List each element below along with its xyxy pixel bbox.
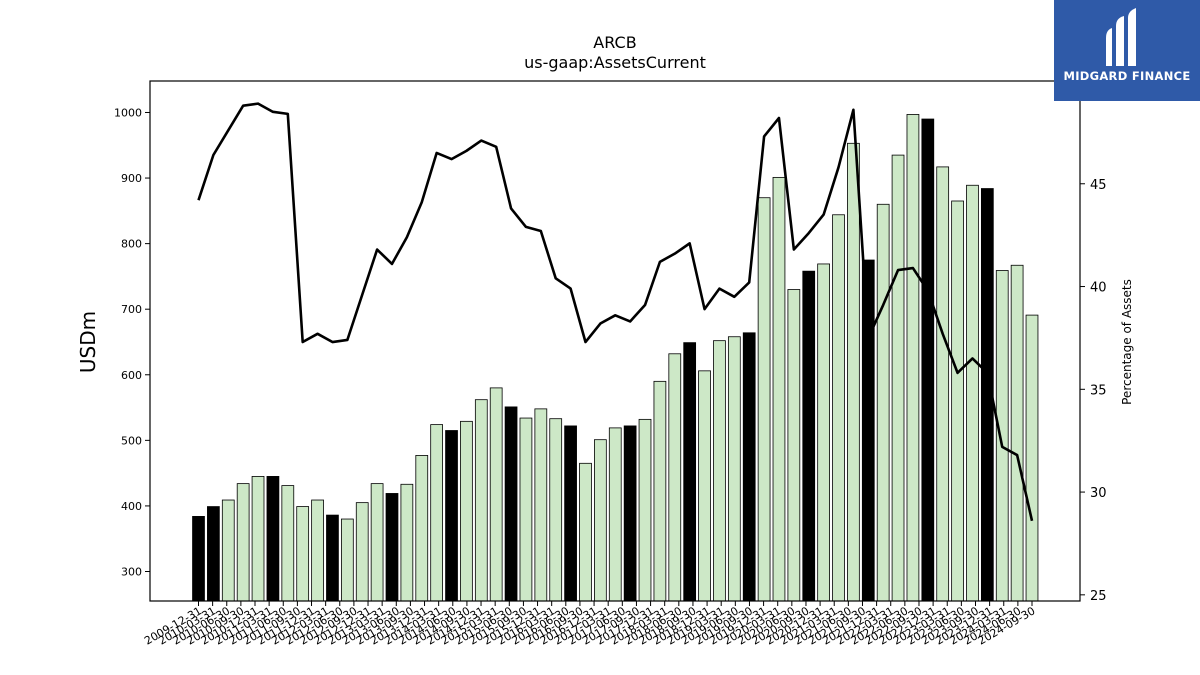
bar bbox=[802, 270, 816, 602]
brand-logo: MIDGARD FINANCE bbox=[1054, 0, 1200, 101]
bar bbox=[847, 142, 860, 602]
bar bbox=[906, 114, 920, 602]
bar bbox=[221, 499, 235, 602]
bar bbox=[698, 370, 711, 602]
bar bbox=[772, 176, 786, 602]
bar bbox=[370, 483, 384, 602]
y2-tick-label: 30 bbox=[1090, 486, 1107, 501]
midgard-logo-icon bbox=[1106, 8, 1136, 66]
bar bbox=[355, 502, 369, 602]
bar bbox=[683, 342, 697, 602]
bar bbox=[504, 406, 518, 602]
bar bbox=[236, 483, 250, 602]
bar bbox=[608, 427, 622, 602]
bar bbox=[519, 417, 533, 602]
bar bbox=[340, 518, 354, 602]
bar bbox=[861, 259, 875, 602]
y-tick-label: 600 bbox=[121, 369, 142, 382]
y-tick-label: 800 bbox=[121, 238, 142, 251]
y-tick-label: 500 bbox=[121, 434, 142, 447]
bar bbox=[653, 380, 667, 602]
bar bbox=[489, 387, 503, 602]
bar bbox=[385, 493, 399, 602]
bar bbox=[623, 425, 637, 602]
bar bbox=[966, 184, 979, 602]
bar bbox=[832, 214, 845, 602]
bar bbox=[594, 439, 607, 602]
y-tick-label: 300 bbox=[121, 565, 142, 578]
chart-title: ARCB bbox=[593, 33, 636, 52]
bar bbox=[891, 154, 905, 602]
bar bbox=[430, 424, 444, 602]
brand-name: MIDGARD FINANCE bbox=[1063, 69, 1191, 83]
y2-tick-label: 35 bbox=[1090, 383, 1107, 398]
line-layer bbox=[197, 102, 1034, 522]
y-tick-label: 400 bbox=[121, 500, 142, 513]
bar bbox=[266, 476, 280, 602]
chart-subtitle: us-gaap:AssetsCurrent bbox=[524, 53, 706, 72]
bar bbox=[1010, 264, 1024, 602]
bar bbox=[921, 118, 935, 602]
plot-frame bbox=[149, 80, 1081, 602]
bar bbox=[415, 455, 429, 602]
bar bbox=[474, 399, 488, 602]
bar bbox=[579, 462, 592, 602]
bar bbox=[742, 332, 756, 602]
bar bbox=[995, 270, 1009, 602]
bar bbox=[727, 336, 741, 602]
bar bbox=[400, 483, 414, 602]
bar bbox=[534, 408, 548, 602]
bar bbox=[876, 203, 890, 602]
y-axis-label: USDm bbox=[76, 311, 100, 373]
y2-tick-label: 45 bbox=[1090, 178, 1107, 193]
y-tick-label: 1000 bbox=[114, 106, 142, 119]
y2-tick-label: 25 bbox=[1090, 589, 1107, 604]
y-axis-left: 300 400 500 600 700 800 900 1000 bbox=[114, 106, 150, 578]
bar bbox=[460, 420, 473, 602]
bar bbox=[251, 476, 265, 602]
bar bbox=[713, 340, 726, 602]
bar bbox=[787, 289, 801, 602]
bar bbox=[1025, 314, 1039, 602]
bar bbox=[564, 425, 577, 602]
percentage-line bbox=[197, 102, 1034, 522]
y-axis-right: 25 30 35 40 45 bbox=[1080, 178, 1107, 604]
bar bbox=[951, 200, 964, 602]
y-tick-label: 700 bbox=[121, 303, 142, 316]
bar bbox=[757, 197, 771, 602]
bar bbox=[281, 485, 295, 602]
y-tick-label: 900 bbox=[121, 172, 142, 185]
bar bbox=[817, 263, 830, 602]
bar bbox=[668, 353, 682, 602]
bar bbox=[207, 506, 220, 602]
bar bbox=[445, 430, 458, 602]
x-axis: 2009-12-312010-03-312010-06-302010-09-30… bbox=[142, 601, 1038, 648]
bar bbox=[936, 166, 950, 602]
bar bbox=[549, 418, 563, 602]
bar bbox=[326, 514, 339, 602]
bar bbox=[296, 506, 310, 602]
y2-axis-label: Percentage of Assets bbox=[1120, 279, 1134, 405]
y2-tick-label: 40 bbox=[1090, 281, 1107, 296]
bar bbox=[638, 418, 652, 602]
bar bbox=[192, 516, 205, 602]
bars-layer bbox=[192, 114, 1039, 602]
bar bbox=[311, 499, 324, 602]
